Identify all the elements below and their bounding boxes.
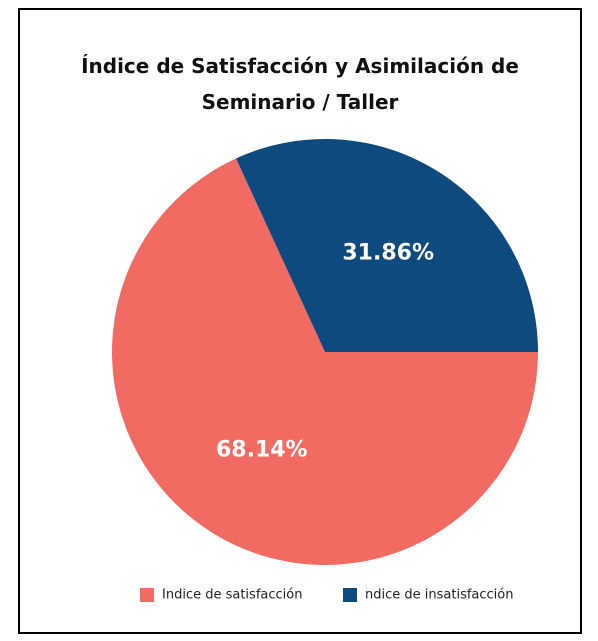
pie-slice [236,139,539,352]
data-label: 31.86% [342,240,434,265]
data-label: 68.14% [216,438,308,463]
legend-label: Indice de satisfacción [162,588,302,603]
chart-title: Índice de Satisfacción y Asimilación de … [81,54,519,114]
legend-label: ndice de insatisfacción [365,588,513,603]
pie-slice [112,158,538,565]
legend-swatch [343,588,357,602]
legend-swatch [140,588,154,602]
chart-frame [18,8,582,634]
